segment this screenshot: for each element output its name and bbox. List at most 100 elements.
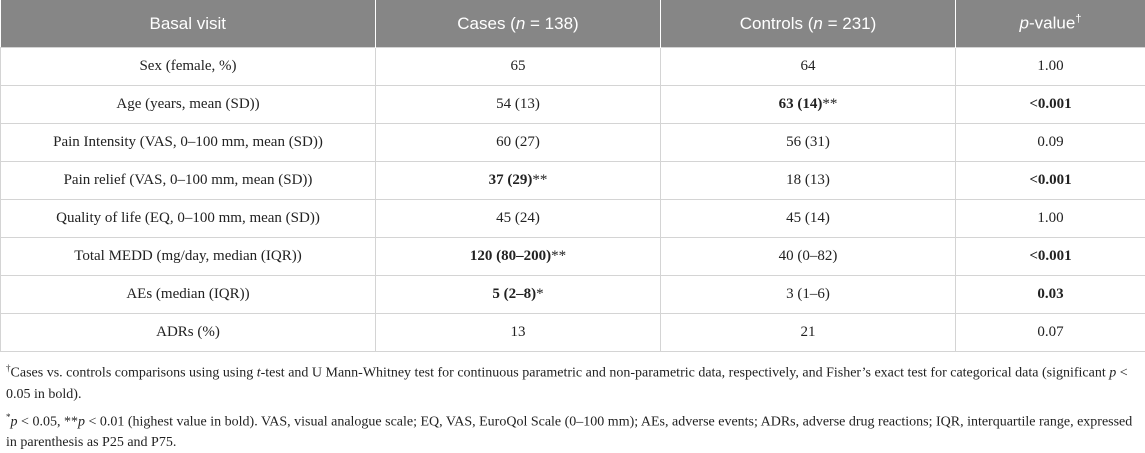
text-run: p (78, 414, 85, 429)
text-run: <0.001 (1029, 96, 1071, 112)
text-run: Age (years, mean (SD)) (116, 96, 259, 112)
header-cell: Cases (n = 138) (376, 0, 661, 48)
table-row: Quality of life (EQ, 0–100 mm, mean (SD)… (1, 200, 1145, 238)
table-cell: Total MEDD (mg/day, median (IQR)) (1, 238, 376, 276)
header-cell: p-value† (956, 0, 1145, 48)
table-cell: 45 (14) (661, 200, 956, 238)
header-cell: Basal visit (1, 0, 376, 48)
table-cell: 54 (13) (376, 86, 661, 124)
text-run: 45 (24) (496, 210, 540, 226)
text-run: 21 (801, 324, 816, 340)
text-run: 1.00 (1037, 58, 1063, 74)
text-run: Quality of life (EQ, 0–100 mm, mean (SD)… (56, 210, 320, 226)
text-run: = 138) (525, 14, 578, 33)
text-run: ** (551, 248, 566, 264)
table-cell: 37 (29)** (376, 162, 661, 200)
footnotes: †Cases vs. controls comparisons using us… (0, 352, 1145, 453)
text-run: p (1020, 14, 1029, 33)
table-cell: AEs (median (IQR)) (1, 276, 376, 314)
table-cell: <0.001 (956, 238, 1145, 276)
text-run: Cases vs. controls comparisons using usi… (11, 366, 257, 381)
table-cell: 0.09 (956, 124, 1145, 162)
text-run: 5 (2–8) (492, 286, 536, 302)
text-run: 18 (13) (786, 172, 830, 188)
text-run: Pain Intensity (VAS, 0–100 mm, mean (SD)… (53, 134, 323, 150)
table-row: Age (years, mean (SD)) 54 (13) 63 (14)** <0… (1, 86, 1145, 124)
table-cell: Sex (female, %) (1, 48, 376, 86)
table-cell: 63 (14)** (661, 86, 956, 124)
table-cell: Age (years, mean (SD)) (1, 86, 376, 124)
text-run: 56 (31) (786, 134, 830, 150)
text-run: 3 (1–6) (786, 286, 830, 302)
text-run: Basal visit (149, 14, 226, 33)
table-row: Pain Intensity (VAS, 0–100 mm, mean (SD)… (1, 124, 1145, 162)
table-cell: <0.001 (956, 162, 1145, 200)
text-run: 13 (511, 324, 526, 340)
table-row: Total MEDD (mg/day, median (IQR)) 120 (80… (1, 238, 1145, 276)
text-run: Controls ( (740, 14, 814, 33)
text-run: -test and U Mann-Whitney test for contin… (261, 366, 1110, 381)
footnote: *p < 0.05, **p < 0.01 (highest value in … (6, 407, 1139, 453)
text-run: <0.001 (1029, 172, 1071, 188)
table-cell: 1.00 (956, 200, 1145, 238)
text-run: Sex (female, %) (139, 58, 236, 74)
text-run: < 0.05, ** (18, 414, 78, 429)
text-run: 0.07 (1037, 324, 1063, 340)
text-run: < 0.01 (highest value in bold). VAS, vis… (6, 414, 1132, 450)
text-run: 120 (80–200) (470, 248, 551, 264)
text-run: 0.03 (1037, 286, 1063, 302)
text-run: 54 (13) (496, 96, 540, 112)
text-run: AEs (median (IQR)) (126, 286, 249, 302)
text-run: ADRs (%) (156, 324, 220, 340)
table-cell: 64 (661, 48, 956, 86)
text-run: n (516, 14, 525, 33)
text-run: * (536, 286, 544, 302)
text-run: 45 (14) (786, 210, 830, 226)
header-cell: Controls (n = 231) (661, 0, 956, 48)
table-body: Sex (female, %) 65 64 1.00 Age (years, mean … (1, 48, 1145, 352)
text-run: 40 (0–82) (779, 248, 838, 264)
table-cell: 3 (1–6) (661, 276, 956, 314)
table-cell: Pain relief (VAS, 0–100 mm, mean (SD)) (1, 162, 376, 200)
table-cell: 56 (31) (661, 124, 956, 162)
text-run: 1.00 (1037, 210, 1063, 226)
table-cell: 120 (80–200)** (376, 238, 661, 276)
text-run: Pain relief (VAS, 0–100 mm, mean (SD)) (64, 172, 313, 188)
table-cell: 60 (27) (376, 124, 661, 162)
text-run: ** (532, 172, 547, 188)
text-run: Total MEDD (mg/day, median (IQR)) (74, 248, 302, 264)
table-cell: <0.001 (956, 86, 1145, 124)
table-cell: 18 (13) (661, 162, 956, 200)
text-run: = 231) (823, 14, 876, 33)
text-run: n (813, 14, 822, 33)
text-run: 63 (14) (779, 96, 823, 112)
text-run: 0.09 (1037, 134, 1063, 150)
table-cell: 13 (376, 314, 661, 352)
table-row: AEs (median (IQR)) 5 (2–8)* 3 (1–6) 0.03 (1, 276, 1145, 314)
text-run: 65 (511, 58, 526, 74)
table-row: ADRs (%) 13 21 0.07 (1, 314, 1145, 352)
text-run: <0.001 (1029, 248, 1071, 264)
text-run: 37 (29) (489, 172, 533, 188)
text-run: ** (822, 96, 837, 112)
table-cell: Quality of life (EQ, 0–100 mm, mean (SD)… (1, 200, 376, 238)
table-cell: 40 (0–82) (661, 238, 956, 276)
table-cell: Pain Intensity (VAS, 0–100 mm, mean (SD)… (1, 124, 376, 162)
text-run: -value (1029, 14, 1075, 33)
text-run: p (11, 414, 18, 429)
table-cell: 0.03 (956, 276, 1145, 314)
text-run: 64 (801, 58, 816, 74)
table-cell: 21 (661, 314, 956, 352)
text-run: Cases ( (457, 14, 516, 33)
footnote: †Cases vs. controls comparisons using us… (6, 358, 1139, 405)
text-run: 60 (27) (496, 134, 540, 150)
table-cell: ADRs (%) (1, 314, 376, 352)
table-row: Pain relief (VAS, 0–100 mm, mean (SD)) 37… (1, 162, 1145, 200)
table-cell: 5 (2–8)* (376, 276, 661, 314)
text-run: † (1075, 13, 1081, 25)
table-cell: 45 (24) (376, 200, 661, 238)
table-row: Sex (female, %) 65 64 1.00 (1, 48, 1145, 86)
